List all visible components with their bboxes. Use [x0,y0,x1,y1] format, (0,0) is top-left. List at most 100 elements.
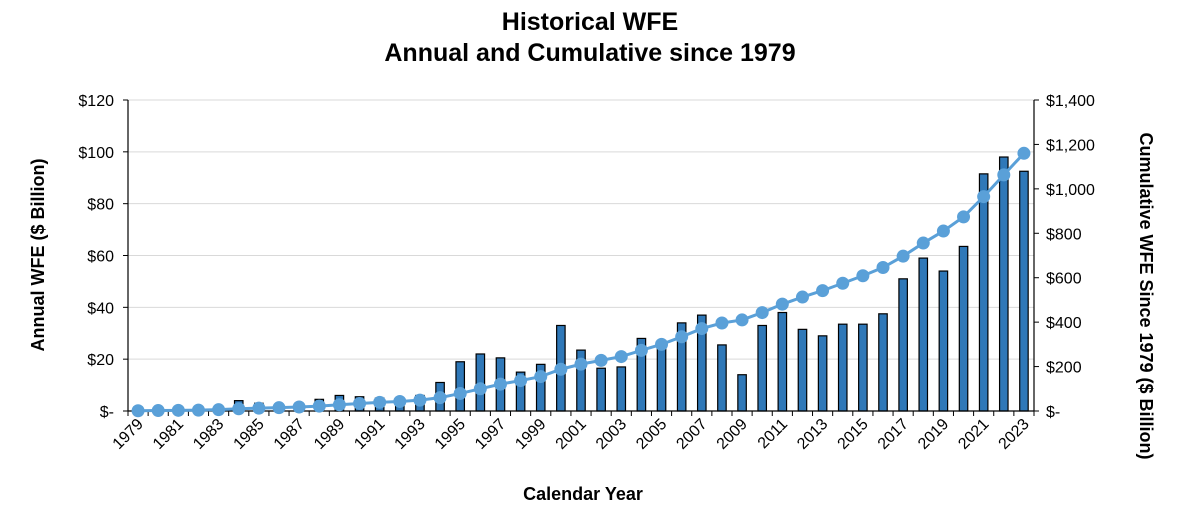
cumulative-point-1981 [171,403,185,417]
x-tick-label: 1987 [271,416,308,453]
cumulative-point-2013 [816,284,830,298]
right-y-tick-label: $1,200 [1046,137,1095,154]
bar-2019 [938,270,949,412]
x-tick-label: 1995 [432,416,469,453]
cumulative-point-1986 [272,401,286,415]
bar-2020 [958,245,969,412]
cumulative-point-2021 [977,190,991,204]
bar-2023 [1019,170,1029,412]
annual-bars [133,156,1029,412]
cumulative-point-1990 [353,396,367,410]
bar-2010 [757,324,768,412]
bar-2005 [656,340,667,412]
x-tick-label: 2005 [633,416,670,453]
x-tick-label: 1997 [472,416,509,453]
bar-2015 [858,323,868,412]
cumulative-point-1985 [252,401,266,415]
x-tick-labels: 1979 1981 1983 1985 1987 1989 1991 1993 1995 1997… [110,416,1033,453]
cumulative-point-1997 [493,377,507,391]
x-tick-label: 2013 [794,416,831,453]
x-tick-label: 1985 [231,416,268,453]
left-y-tick-label: $20 [87,352,114,369]
chart-title: Historical WFE [502,8,678,36]
cumulative-point-1989 [332,398,346,412]
left-y-axis-label: Annual WFE ($ Billion) [28,159,48,352]
right-y-tick-label: $1,000 [1046,182,1095,199]
cumulative-point-2005 [655,337,669,351]
bar-2012 [797,328,808,412]
cumulative-point-1999 [534,370,548,384]
right-y-tick-label: $200 [1046,360,1082,377]
right-y-axis-label: Cumulative WFE Since 1979 ($ Billion) [1136,132,1156,459]
cumulative-point-1979 [131,404,145,418]
cumulative-point-2001 [574,357,588,371]
cumulative-point-2007 [695,322,709,336]
bar-2017 [898,278,908,412]
cumulative-point-1992 [393,394,407,408]
bar-2014 [837,323,848,412]
cumulative-line-series [131,146,1031,418]
right-y-tick-label: $400 [1046,315,1082,332]
bar-2008 [717,344,727,412]
cumulative-point-1982 [191,403,205,417]
x-tick-label: 2003 [593,416,630,453]
cumulative-point-2004 [634,343,648,357]
cumulative-point-2020 [957,210,971,224]
bar-2009 [737,374,747,412]
bar-2011 [777,311,788,412]
left-y-tick-label: $80 [87,197,114,214]
cumulative-point-1996 [473,382,487,396]
cumulative-point-1984 [232,402,246,416]
right-y-tick-label: $1,400 [1046,93,1095,110]
cumulative-point-2012 [795,290,809,304]
bar-2003 [616,366,627,412]
left-y-tick-label: $60 [87,249,114,266]
bar-2021 [978,173,989,412]
left-y-tick-label: $120 [78,93,114,110]
x-tick-label: 2009 [714,416,751,453]
x-tick-label: 2015 [835,416,872,453]
cumulative-point-1980 [151,404,165,418]
x-tick-label: 2011 [755,416,791,452]
cumulative-point-2023 [1017,146,1031,160]
bar-2018 [918,257,929,412]
x-tick-label: 1981 [150,416,187,453]
cumulative-point-1994 [433,391,447,405]
cumulative-point-2016 [876,261,890,274]
x-tick-label: 2023 [996,416,1033,453]
cumulative-point-1988 [312,399,326,413]
chart-subtitle: Annual and Cumulative since 1979 [384,39,795,67]
cumulative-point-1991 [373,395,387,409]
cumulative-point-2017 [896,249,910,263]
x-tick-label: 2001 [553,416,590,453]
right-y-tick-labels: $- $200 $400 $600 $800 $1,000 $1,200 $1,400 [1046,93,1095,421]
right-y-tick-label: $- [1046,404,1060,421]
cumulative-point-2008 [715,316,729,330]
cumulative-point-2022 [997,168,1011,182]
x-tick-label: 1991 [351,416,388,453]
cumulative-point-2003 [614,350,628,364]
bar-2022 [998,156,1009,412]
x-tick-label: 1993 [392,416,429,453]
bar-2013 [817,335,828,412]
gridlines [128,99,1034,360]
x-tick-label: 2007 [673,416,710,453]
right-y-tick-label: $800 [1046,226,1082,243]
cumulative-point-2010 [755,306,769,320]
left-y-tick-label: $40 [87,300,114,317]
bar-2016 [878,313,888,412]
cumulative-point-2019 [936,224,950,238]
bar-1995 [455,361,466,412]
cumulative-point-2009 [735,313,749,327]
x-axis-label: Calendar Year [523,484,643,504]
cumulative-point-2015 [856,269,870,283]
cumulative-point-2011 [775,297,789,311]
x-tick-label: 1999 [512,416,549,453]
cumulative-point-2002 [594,353,608,367]
cumulative-point-1987 [292,400,306,414]
cumulative-point-2000 [554,362,568,376]
x-tick-label: 1979 [110,416,147,453]
cumulative-point-2014 [836,276,850,290]
cumulative-point-1995 [453,386,467,400]
